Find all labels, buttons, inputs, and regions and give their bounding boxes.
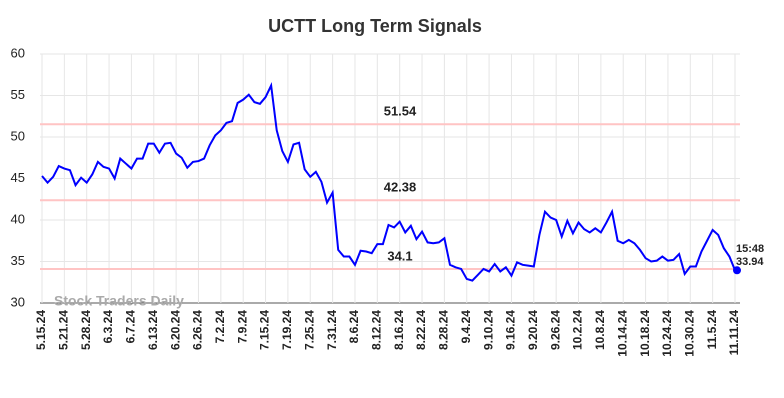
- last-time: 15:48: [736, 243, 764, 255]
- x-tick-label: 10.30.24: [682, 310, 696, 357]
- y-tick-label: 50: [11, 128, 25, 143]
- x-tick-label: 9.26.24: [548, 310, 562, 350]
- x-tick-label: 10.14.24: [615, 310, 629, 357]
- y-tick-label: 55: [11, 87, 25, 102]
- x-tick-label: 11.11.24: [727, 310, 741, 356]
- x-tick-label: 5.28.24: [79, 310, 93, 350]
- y-tick-label: 60: [11, 45, 25, 60]
- x-tick-label: 6.26.24: [191, 310, 205, 350]
- y-tick-label: 45: [11, 170, 25, 185]
- last-value: 33.94: [736, 256, 764, 268]
- x-tick-label: 8.6.24: [347, 310, 361, 344]
- x-tick-label: 6.20.24: [168, 310, 182, 350]
- x-tick-label: 7.2.24: [213, 310, 227, 344]
- x-tick-label: 9.20.24: [526, 310, 540, 350]
- x-tick-label: 6.13.24: [146, 310, 160, 350]
- x-tick-label: 9.4.24: [459, 310, 473, 344]
- x-tick-label: 7.25.24: [302, 310, 316, 350]
- signal-label: 51.54: [384, 104, 417, 119]
- x-tick-label: 11.5.24: [705, 310, 719, 350]
- price-line: [41, 82, 736, 282]
- x-tick-label: 10.24.24: [660, 310, 674, 357]
- x-tick-label: 6.7.24: [124, 310, 138, 344]
- x-tick-label: 7.15.24: [258, 310, 272, 350]
- x-tick-label: 6.3.24: [101, 310, 115, 344]
- last-point: [733, 266, 741, 275]
- x-tick-label: 8.12.24: [369, 310, 383, 350]
- x-tick-label: 7.31.24: [325, 310, 339, 350]
- x-tick-label: 10.8.24: [593, 310, 607, 350]
- x-tick-label: 8.22.24: [414, 310, 428, 350]
- x-tick-label: 7.19.24: [280, 310, 294, 350]
- y-tick-label: 30: [11, 294, 25, 309]
- signal-label: 34.1: [387, 248, 412, 263]
- x-tick-label: 8.16.24: [392, 310, 406, 350]
- x-tick-label: 9.10.24: [481, 310, 495, 350]
- signal-label: 42.38: [384, 180, 417, 195]
- x-tick-label: 5.21.24: [57, 310, 71, 350]
- x-tick-label: 7.9.24: [235, 310, 249, 344]
- x-tick-label: 8.28.24: [437, 310, 451, 350]
- x-tick-label: 9.16.24: [504, 310, 518, 350]
- x-tick-label: 10.2.24: [571, 310, 585, 350]
- y-tick-label: 35: [11, 253, 25, 268]
- x-tick-label: 10.18.24: [638, 310, 652, 357]
- y-tick-label: 40: [11, 211, 25, 226]
- watermark: Stock Traders Daily: [54, 293, 184, 309]
- x-tick-label: 5.15.24: [34, 310, 48, 350]
- chart-title: UCTT Long Term Signals: [268, 16, 482, 36]
